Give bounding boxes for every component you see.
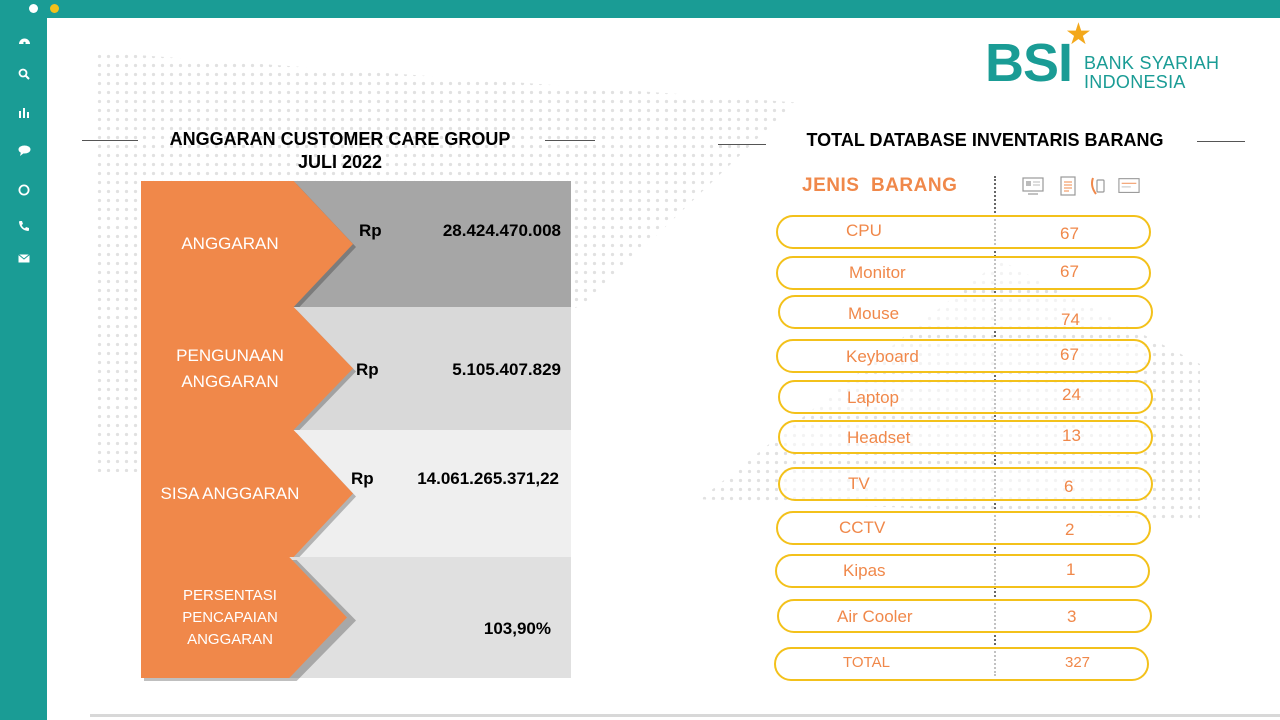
title-rule-left	[718, 144, 766, 145]
currency-label: Rp	[356, 360, 379, 379]
budget-row-anggaran: ANGGARAN Rp 28.424.470.008	[141, 181, 571, 310]
inventory-row: Laptop 24	[778, 380, 1153, 414]
item-name: TV	[848, 474, 870, 493]
sidebar	[0, 18, 47, 720]
budget-percentage: 103,90%	[483, 619, 551, 638]
item-name: Mouse	[848, 304, 900, 323]
row-label: ANGGARAN	[181, 234, 279, 253]
inventory-row: Kipas 1	[775, 554, 1150, 588]
item-name: CPU	[846, 221, 882, 240]
budget-value: 14.061.265.371,22	[417, 469, 559, 488]
inventory-row: Headset 13	[778, 420, 1153, 454]
budget-title: ANGGARAN CUSTOMER CARE GROUP JULI 2022	[80, 128, 600, 174]
budget-row-persentasi: PERSENTASI PENCAPAIAN ANGGARAN 103,90%	[141, 557, 571, 681]
computer-icon	[1022, 176, 1044, 196]
star-icon: ★	[1065, 18, 1092, 51]
total-label: TOTAL	[843, 654, 890, 671]
inventory-total-row: TOTAL 327	[774, 647, 1149, 681]
document-icon	[1057, 176, 1079, 196]
logo-text: BANK SYARIAH INDONESIA	[1084, 54, 1219, 92]
dashboard-icon[interactable]	[16, 32, 32, 48]
chat-icon[interactable]	[16, 142, 32, 158]
inventory-row: Mouse 74	[778, 295, 1153, 329]
phone-icon[interactable]	[16, 218, 32, 234]
search-icon[interactable]	[16, 66, 32, 82]
top-bar	[0, 0, 1280, 18]
logo-text-line1: BANK SYARIAH	[1084, 53, 1220, 73]
currency-label: Rp	[359, 221, 382, 240]
budget-row-pengunaan: PENGUNAAN ANGGARAN Rp 5.105.407.829	[141, 307, 571, 433]
item-name: Monitor	[849, 263, 906, 282]
phone-icon	[1087, 176, 1109, 196]
item-count: 2	[1065, 520, 1075, 539]
item-count: 13	[1062, 426, 1081, 445]
column-header: JENIS BARANG	[802, 175, 958, 196]
inventory-row: CPU 67	[776, 215, 1151, 249]
budget-value: 5.105.407.829	[452, 360, 561, 379]
item-count: 67	[1060, 262, 1079, 281]
inventory-row: Keyboard 67	[776, 339, 1151, 373]
budget-title-line1: ANGGARAN CUSTOMER CARE GROUP	[169, 129, 511, 149]
item-count: 1	[1066, 560, 1076, 579]
item-name: Headset	[847, 428, 911, 447]
inventory-row: CCTV 2	[776, 511, 1151, 545]
row-label: SISA ANGGARAN	[160, 483, 300, 503]
mail-icon[interactable]	[16, 250, 32, 266]
logo-mark: BSI	[985, 33, 1073, 93]
item-count: 6	[1064, 477, 1074, 496]
item-name: Laptop	[847, 388, 899, 407]
inventory-row: TV 6	[778, 467, 1153, 501]
total-value: 327	[1065, 654, 1091, 671]
item-name: Keyboard	[846, 347, 919, 366]
logo-text-line2: INDONESIA	[1084, 72, 1186, 92]
title-rule-right	[1197, 141, 1245, 142]
item-count: 67	[1060, 345, 1079, 364]
item-count: 74	[1061, 310, 1080, 329]
title-rule-left	[82, 140, 138, 141]
item-count: 24	[1062, 385, 1081, 404]
inventory-row: Monitor 67	[776, 256, 1151, 290]
inventory-title: TOTAL DATABASE INVENTARIS BARANG	[806, 130, 1164, 150]
bottom-divider	[90, 714, 1280, 717]
item-count: 67	[1060, 224, 1079, 243]
row-label: PENGUNAAN ANGGARAN	[176, 345, 284, 391]
item-count: 3	[1067, 607, 1077, 626]
item-name: CCTV	[839, 518, 886, 537]
budget-value: 28.424.470.008	[442, 221, 561, 240]
currency-label: Rp	[351, 469, 374, 488]
item-name: Air Cooler	[837, 607, 913, 626]
inventory-row: Air Cooler 3	[777, 599, 1152, 633]
card-icon	[1118, 176, 1140, 196]
window-dot-white	[29, 4, 38, 13]
bsi-logo: BSI ★ BANK SYARIAH INDONESIA	[985, 20, 1225, 100]
window-dot-yellow	[50, 4, 59, 13]
budget-row-sisa: SISA ANGGARAN Rp 14.061.265.371,22	[141, 430, 571, 560]
row-label: PERSENTASI PENCAPAIAN ANGGARAN	[182, 586, 278, 648]
item-name: Kipas	[843, 561, 886, 580]
bar-chart-icon[interactable]	[16, 104, 32, 120]
circle-icon[interactable]	[16, 182, 32, 198]
title-rule-right	[545, 140, 595, 141]
budget-title-line2: JULI 2022	[297, 152, 383, 172]
